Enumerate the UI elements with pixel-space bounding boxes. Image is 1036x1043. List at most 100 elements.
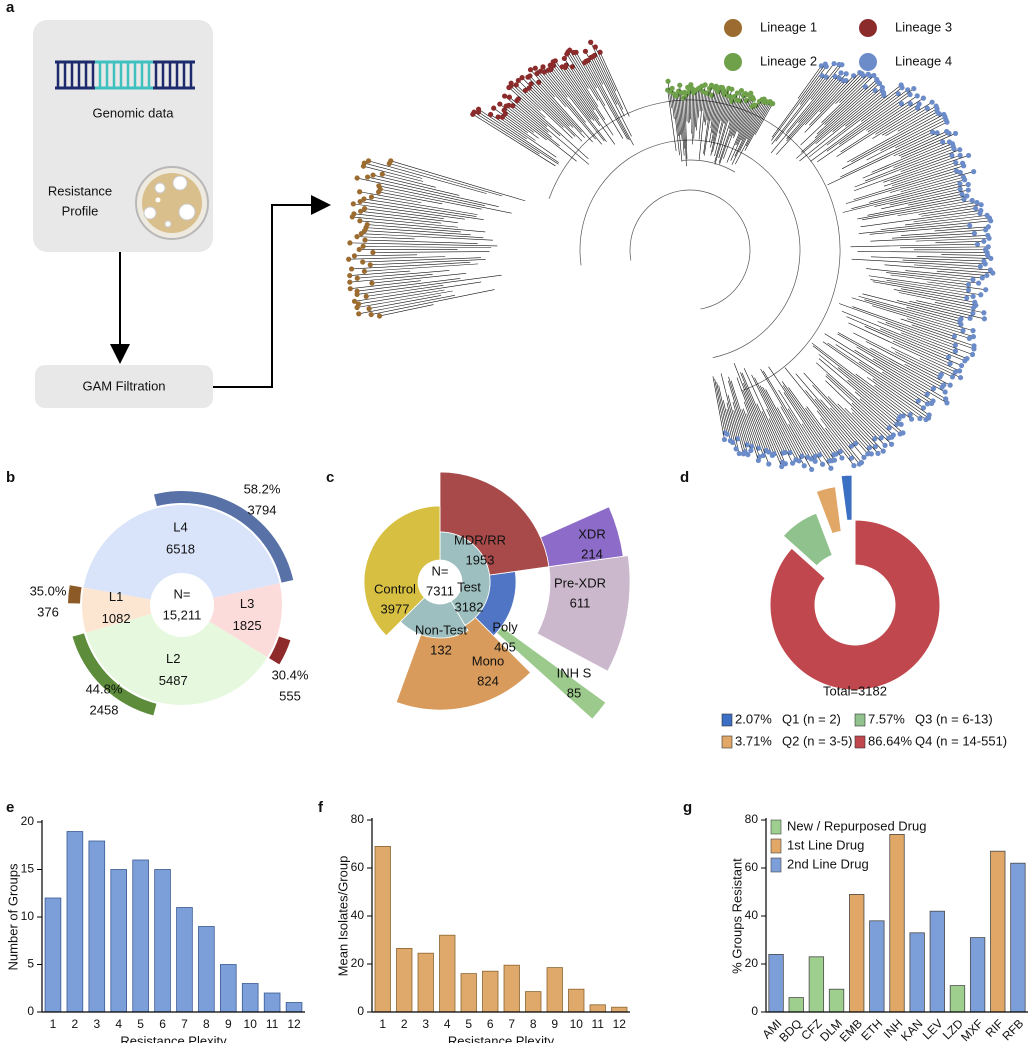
- tree-branch: [900, 246, 989, 249]
- tree-branch: [719, 95, 744, 165]
- tree-leaf: [826, 458, 832, 464]
- tree-leaf: [513, 82, 519, 88]
- tree-leaf: [536, 79, 542, 85]
- tree-leaf: [347, 286, 353, 292]
- tree-leaf: [988, 255, 994, 262]
- tree-leaf: [790, 460, 796, 466]
- tree-leaf: [860, 73, 866, 79]
- tree-branch: [590, 42, 624, 110]
- label: 44.8%: [86, 681, 123, 696]
- tree-leaf: [831, 60, 837, 67]
- tree-leaf: [961, 196, 967, 202]
- tree-branch: [390, 160, 526, 202]
- label: Lineage 1: [760, 19, 817, 34]
- tree-leaf: [364, 174, 371, 180]
- tree-branch: [677, 95, 681, 135]
- ring-segment: [209, 583, 282, 658]
- tree-leaf: [979, 275, 985, 281]
- tree-branch: [382, 173, 436, 188]
- tree-branch: [820, 418, 852, 459]
- tree-leaf: [501, 107, 507, 113]
- tree-leaf: [888, 441, 895, 447]
- x-axis-label: Resistance Plexity: [448, 1033, 555, 1043]
- tree-leaf: [867, 73, 873, 79]
- tree-branch: [927, 281, 986, 291]
- bar: [263, 992, 281, 1013]
- tree-leaf: [896, 416, 902, 422]
- tree-branch: [856, 346, 946, 400]
- tree-leaf: [872, 87, 878, 94]
- tree-branch: [733, 410, 746, 452]
- tree-branch: [788, 387, 837, 455]
- tree-leaf: [787, 450, 793, 456]
- tree-leaf: [506, 94, 513, 100]
- tree-leaf: [959, 191, 965, 197]
- tree-branch: [817, 103, 902, 163]
- tree-branch: [812, 384, 870, 449]
- tree-branch: [824, 333, 934, 402]
- bar: [110, 869, 127, 1013]
- tree-leaf: [552, 58, 558, 64]
- tree-leaf: [350, 201, 356, 207]
- tree-branch: [814, 81, 878, 139]
- tree-branch: [354, 281, 482, 302]
- tree-branch: [936, 270, 987, 276]
- tree-leaf: [368, 311, 374, 318]
- tree-branch: [349, 270, 411, 276]
- tree-leaf: [522, 87, 528, 94]
- tree-leaf: [880, 448, 886, 454]
- bar: [88, 840, 106, 1013]
- tree-branch: [585, 61, 630, 141]
- tree-leaf: [362, 237, 368, 243]
- tree-leaf: [848, 455, 855, 461]
- tree-branch: [535, 68, 596, 140]
- tree-leaf: [981, 238, 987, 244]
- legend-swatch: [854, 713, 866, 727]
- tree-leaf: [347, 279, 353, 285]
- tree-branch: [851, 297, 964, 331]
- x-tick-label: 10: [244, 1017, 258, 1031]
- tree-leaf: [924, 105, 930, 111]
- tree-leaf: [837, 449, 843, 455]
- label: 2.07%: [735, 711, 772, 726]
- tree-branch: [893, 289, 976, 306]
- tree-leaf: [756, 445, 762, 451]
- tree-branch: [350, 280, 421, 290]
- tree-branch: [565, 64, 614, 136]
- tree-branch: [853, 155, 953, 192]
- bar: [546, 967, 563, 1013]
- tree-branch: [786, 73, 847, 142]
- tree-leaf: [471, 109, 477, 115]
- tree-branch: [718, 385, 731, 441]
- tree-leaf: [878, 435, 884, 441]
- tree-branch: [810, 64, 840, 100]
- tree-branch: [795, 373, 856, 444]
- tree-leaf: [916, 101, 922, 107]
- bar: [849, 894, 865, 1013]
- donut-slice: [769, 519, 941, 691]
- x-tick-label: 11: [266, 1017, 279, 1031]
- tree-leaf: [669, 85, 675, 92]
- tree-branch: [691, 88, 693, 134]
- tree-branch: [862, 200, 973, 221]
- tree-leaf: [592, 52, 598, 58]
- tree-branch: [914, 264, 991, 271]
- tree-leaf: [930, 385, 937, 392]
- tree-branch: [692, 92, 695, 145]
- bar: [374, 846, 391, 1013]
- tree-branch: [561, 66, 600, 120]
- tree-leaf: [957, 147, 963, 153]
- tree-leaf: [354, 234, 360, 240]
- bar: [482, 970, 499, 1013]
- tree-branch: [698, 87, 701, 118]
- tree-branch: [505, 113, 539, 139]
- bar: [154, 869, 171, 1013]
- outer-arc: [269, 636, 291, 665]
- tree-leaf: [597, 49, 603, 55]
- label: 5487: [159, 673, 188, 688]
- tree-branch: [698, 91, 704, 140]
- tree-branch: [870, 279, 974, 297]
- tree-leaf: [809, 466, 815, 473]
- x-tick-label: 11: [592, 1017, 605, 1031]
- donut-slice: [840, 474, 853, 521]
